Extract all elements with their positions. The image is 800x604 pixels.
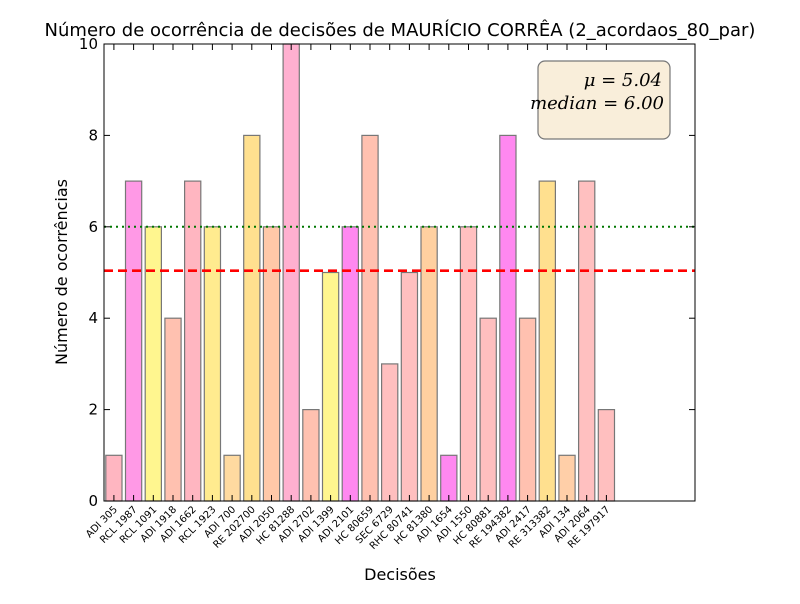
bar [203, 226, 222, 502]
median-label: median = 6.00 [530, 93, 664, 114]
plot-frame [103, 43, 696, 502]
bar [164, 317, 182, 502]
chart-title: Número de ocorrência de decisões de MAUR… [45, 19, 756, 41]
bar [577, 180, 596, 502]
stats-box: μ = 5.04 median = 6.00 [530, 60, 671, 140]
reference-lines-layer [104, 225, 695, 273]
y-tick-label: 2 [88, 401, 98, 419]
y-tick-label: 8 [88, 126, 98, 144]
bar [420, 226, 438, 502]
bar [105, 454, 123, 502]
bar [499, 134, 517, 502]
y-tick-label: 0 [88, 492, 98, 510]
mean-label: μ = 5.04 [584, 70, 662, 91]
bar [144, 226, 162, 502]
bar [440, 454, 458, 502]
bar [558, 454, 576, 502]
bar [262, 226, 281, 502]
y-tick-label: 6 [88, 218, 98, 236]
bar [302, 409, 320, 502]
bar [341, 226, 360, 502]
bar [124, 180, 143, 502]
y-tick-label: 4 [88, 309, 98, 327]
bar [400, 271, 419, 502]
y-tick-label: 10 [79, 35, 98, 53]
bar [223, 454, 241, 502]
bar [321, 271, 340, 502]
bar [184, 180, 202, 502]
x-axis-label: Decisões [364, 565, 436, 584]
bar [597, 409, 616, 502]
y-axis-label: Número de ocorrências [52, 179, 71, 365]
bar [381, 363, 399, 502]
y-axis: 0 2 4 6 8 10 [79, 35, 695, 510]
bar [282, 43, 300, 502]
bar [479, 317, 497, 502]
bar [361, 134, 379, 502]
bar [538, 180, 557, 502]
stats-box-background [537, 60, 671, 140]
bar [518, 317, 537, 502]
bar [243, 134, 261, 502]
bar [459, 226, 478, 502]
